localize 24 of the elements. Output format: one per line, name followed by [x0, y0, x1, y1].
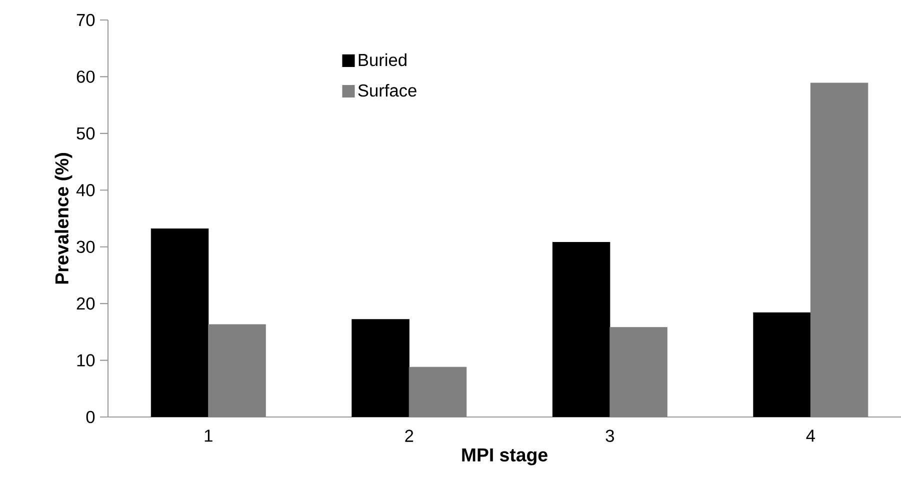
y-tick-label: 60 — [76, 70, 95, 83]
bar — [810, 82, 868, 418]
legend-label: Buried — [358, 53, 406, 66]
y-tick-label: 50 — [76, 127, 95, 140]
y-tick-label: 70 — [76, 14, 95, 26]
y-tick-label: 30 — [76, 240, 95, 253]
y-tick-label: 0 — [86, 410, 95, 424]
x-tick-label: 3 — [606, 430, 614, 442]
bar — [408, 366, 467, 418]
legend-label: Surface — [358, 84, 416, 97]
y-tick-label: 10 — [77, 354, 95, 366]
x-tick-label: 4 — [806, 430, 815, 442]
x-tick-label: 2 — [405, 430, 414, 442]
y-tick-label: 40 — [76, 184, 95, 196]
bar — [208, 324, 266, 418]
bar — [352, 319, 410, 418]
x-tick-label: 1 — [204, 430, 212, 442]
x-axis-title: MPI stage — [462, 448, 548, 466]
y-axis-title: Prevalence (%) — [54, 153, 72, 284]
y-tick-label: 20 — [76, 297, 95, 310]
bar — [552, 242, 610, 418]
bar — [610, 327, 668, 418]
bar — [753, 312, 811, 418]
bar — [150, 228, 209, 418]
